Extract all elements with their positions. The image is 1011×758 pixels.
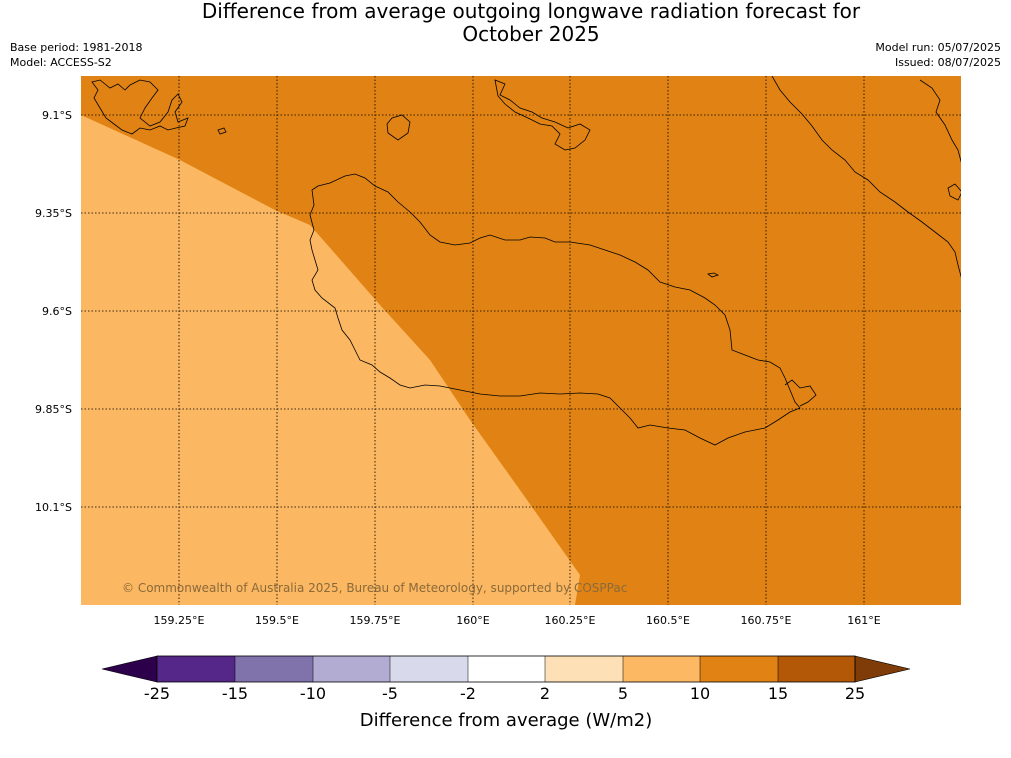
colorbar-tick: 25: [845, 684, 865, 703]
colorbar-extend-high: [854, 655, 911, 683]
coastlines: [91, 76, 961, 446]
copyright-notice: © Commonwealth of Australia 2025, Bureau…: [122, 581, 627, 595]
colorbar-segment: [778, 656, 855, 682]
map-panel: © Commonwealth of Australia 2025, Bureau…: [81, 76, 961, 605]
colorbar-tick: 2: [540, 684, 550, 703]
model-run: Model run: 05/07/2025: [875, 41, 1001, 54]
lat-label: 9.1°S: [42, 109, 72, 122]
meta-left: Base period: 1981-2018 Model: ACCESS-S2: [10, 40, 142, 70]
colorbar-segment: [235, 656, 313, 682]
base-period: Base period: 1981-2018: [10, 41, 143, 54]
colorbar-extend-low: [101, 655, 158, 683]
longitude-labels: 159.25°E 159.5°E 159.75°E 160°E 160.25°E…: [154, 614, 881, 627]
colorbar-tick: -2: [460, 684, 476, 703]
colorbar-tick: 5: [618, 684, 628, 703]
lon-label: 160.5°E: [646, 614, 690, 627]
coastline-east-cape: [784, 379, 817, 407]
colorbar-segment: [545, 656, 623, 682]
anomaly-region-5-10: [81, 115, 580, 605]
colorbar-segment: [157, 656, 235, 682]
colorbar-tick: -10: [300, 684, 326, 703]
coastline-small-islet: [707, 272, 720, 278]
colorbar-tick: -5: [382, 684, 398, 703]
lon-label: 161°E: [847, 614, 880, 627]
coastline-savo: [386, 114, 411, 141]
colorbar-tick: 15: [768, 684, 788, 703]
lon-label: 160.25°E: [545, 614, 596, 627]
map-title: Difference from average outgoing longwav…: [0, 0, 1011, 46]
title-line-1: Difference from average outgoing longwav…: [201, 0, 861, 23]
coastline-russell-islet: [217, 127, 227, 135]
meta-right: Model run: 05/07/2025 Issued: 08/07/2025: [875, 40, 1001, 70]
colorbar-tick: 10: [690, 684, 710, 703]
coastline-malaita: [771, 76, 961, 278]
colorbar-ticks: -25 -15 -10 -5 -2 2 5 10 15 25: [144, 684, 865, 703]
graticule: [81, 76, 961, 605]
lat-label: 9.35°S: [35, 207, 72, 220]
lon-label: 159.25°E: [154, 614, 205, 627]
coastline-malaita-islet: [947, 183, 961, 201]
coastline-malaita-north: [919, 79, 961, 163]
colorbar-segment: [313, 656, 391, 682]
colorbar-tick: -25: [144, 684, 170, 703]
colorbar-segment: [700, 656, 778, 682]
colorbar-segment: [390, 656, 468, 682]
issued-date: Issued: 08/07/2025: [894, 56, 1001, 69]
lat-label: 9.85°S: [35, 403, 72, 416]
coastline-russell-islands: [91, 79, 189, 135]
lat-label: 10.1°S: [35, 501, 72, 514]
colorbar-segment: [468, 656, 546, 682]
lon-label: 159.75°E: [350, 614, 401, 627]
coastline-guadalcanal: [309, 173, 801, 446]
title-line-2: October 2025: [462, 22, 600, 46]
lon-label: 160°E: [456, 614, 489, 627]
colorbar: -25 -15 -10 -5 -2 2 5 10 15 25 Differenc…: [101, 655, 911, 731]
lat-label: 9.6°S: [42, 305, 72, 318]
coastline-nggela: [494, 79, 591, 151]
lon-label: 160.75°E: [741, 614, 792, 627]
colorbar-outline: [156, 655, 856, 683]
colorbar-tick: -15: [222, 684, 248, 703]
lon-label: 159.5°E: [255, 614, 299, 627]
latitude-labels: 9.1°S 9.35°S 9.6°S 9.85°S 10.1°S: [35, 109, 72, 514]
colorbar-segment: [623, 656, 701, 682]
colorbar-title: Difference from average (W/m2): [360, 710, 652, 731]
model-name: Model: ACCESS-S2: [10, 56, 112, 69]
